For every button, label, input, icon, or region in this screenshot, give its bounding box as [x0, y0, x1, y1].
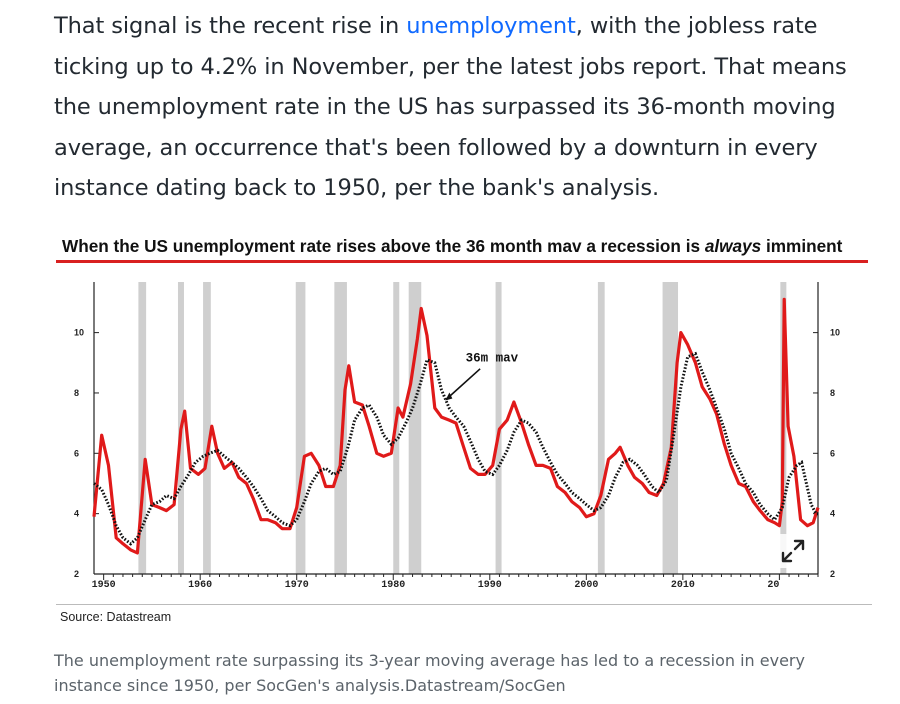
recession-band — [662, 282, 679, 574]
paragraph-text-after-link: , with the jobless rate ticking up to 4.… — [54, 13, 847, 201]
article-body: That signal is the recent rise in unempl… — [54, 6, 884, 209]
chart-title-part-1: When the US unemployment rate rises abov… — [62, 236, 705, 256]
unemployment-link[interactable]: unemployment — [406, 13, 576, 39]
recession-bands — [138, 282, 787, 574]
annotation-arrowhead — [445, 392, 453, 401]
x-tick-label: 1990 — [478, 580, 502, 591]
chart-title-emphasis: always — [704, 236, 762, 256]
y-tick-label-left: 10 — [74, 328, 84, 338]
y-tick-label-right: 8 — [830, 388, 835, 398]
chart-title-part-2: imminent — [761, 236, 843, 256]
y-tick-label-right: 2 — [830, 569, 835, 579]
y-tick-label-right: 4 — [830, 509, 835, 519]
title-underline — [56, 260, 868, 263]
recession-band — [138, 282, 147, 574]
recession-band — [408, 282, 422, 574]
y-tick-label-right: 6 — [830, 448, 835, 458]
chart-axes — [93, 282, 819, 580]
y-tick-label-left: 2 — [74, 569, 79, 579]
y-tick-label-left: 4 — [74, 509, 79, 519]
x-tick-label: 1970 — [285, 580, 309, 591]
x-tick-label: 20 — [767, 580, 779, 591]
y-tick-label-left: 8 — [74, 388, 79, 398]
x-tick-label: 1950 — [92, 580, 116, 591]
chart-labels: 10 10 8 8 6 6 4 4 2 2 1950 1960 1970 1980 1990 2000 2010… — [74, 328, 840, 591]
x-tick-label: 2000 — [574, 580, 598, 591]
recession-band — [295, 282, 306, 574]
expand-image-button[interactable] — [776, 534, 810, 568]
chart-series — [92, 297, 820, 555]
series-36m-mav-line — [93, 351, 818, 546]
annotation-arrow — [447, 368, 481, 399]
x-tick-label: 1960 — [188, 580, 212, 591]
x-tick-label: 2010 — [671, 580, 695, 591]
recession-band — [203, 282, 211, 574]
article-paragraph: That signal is the recent rise in unempl… — [54, 6, 884, 209]
chart-figure[interactable]: When the US unemployment rate rises abov… — [56, 232, 872, 632]
source-divider — [56, 604, 872, 605]
paragraph-text-before-link: That signal is the recent rise in — [54, 13, 407, 39]
annotation-36m-mav: 36m mav — [466, 351, 519, 365]
recession-band — [334, 282, 347, 574]
series-unemployment-line — [92, 297, 820, 555]
recession-band — [597, 282, 605, 574]
chart-source: Source: Datastream — [60, 610, 172, 624]
y-tick-label-right: 10 — [830, 328, 840, 338]
image-caption: The unemployment rate surpassing its 3-y… — [54, 651, 805, 695]
y-tick-label-left: 6 — [74, 448, 79, 458]
chart-title: When the US unemployment rate rises abov… — [62, 236, 842, 257]
unemployment-chart: 10 10 8 8 6 6 4 4 2 2 1950 1960 1970 1980 1990 2000 2010… — [74, 282, 840, 591]
expand-arrows-icon — [776, 534, 810, 568]
x-tick-label: 1980 — [381, 580, 405, 591]
